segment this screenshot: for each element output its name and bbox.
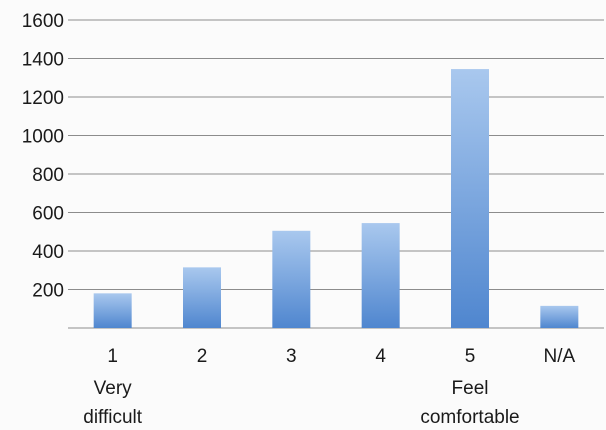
bar-na: [540, 305, 579, 328]
x-category-sublabel: Feel: [452, 378, 489, 399]
y-tick-label: 1600: [22, 11, 64, 32]
x-axis-sublabels: Very difficult Feel comfortable: [83, 378, 519, 428]
x-category-sublabel: Very: [94, 378, 133, 399]
gridlines: [68, 19, 604, 329]
y-tick-label: 200: [32, 281, 64, 302]
x-category-sublabel: comfortable: [420, 407, 519, 428]
x-category-label: 4: [375, 346, 386, 367]
bar-1: [93, 293, 132, 328]
y-axis-tick-labels: 200 400 600 800 1000 1200 1400 1600: [22, 11, 64, 302]
y-tick-label: 1200: [22, 88, 64, 109]
bar-5: [451, 69, 489, 329]
x-category-label: N/A: [543, 346, 575, 367]
x-category-label: 5: [465, 346, 476, 367]
x-axis-category-labels: 1 2 3 4 5 N/A: [107, 346, 575, 367]
y-tick-label: 400: [32, 242, 64, 263]
x-category-sublabel: difficult: [83, 407, 143, 428]
y-tick-label: 1000: [22, 127, 64, 148]
y-tick-label: 600: [32, 204, 64, 225]
y-tick-label: 800: [32, 165, 64, 186]
bar-3: [272, 230, 311, 328]
bar-2: [183, 267, 221, 328]
bar-4: [361, 223, 400, 328]
bars: [93, 69, 579, 329]
y-tick-label: 1400: [22, 50, 64, 71]
x-category-label: 2: [197, 346, 208, 367]
x-category-label: 1: [107, 346, 118, 367]
x-category-label: 3: [286, 346, 297, 367]
